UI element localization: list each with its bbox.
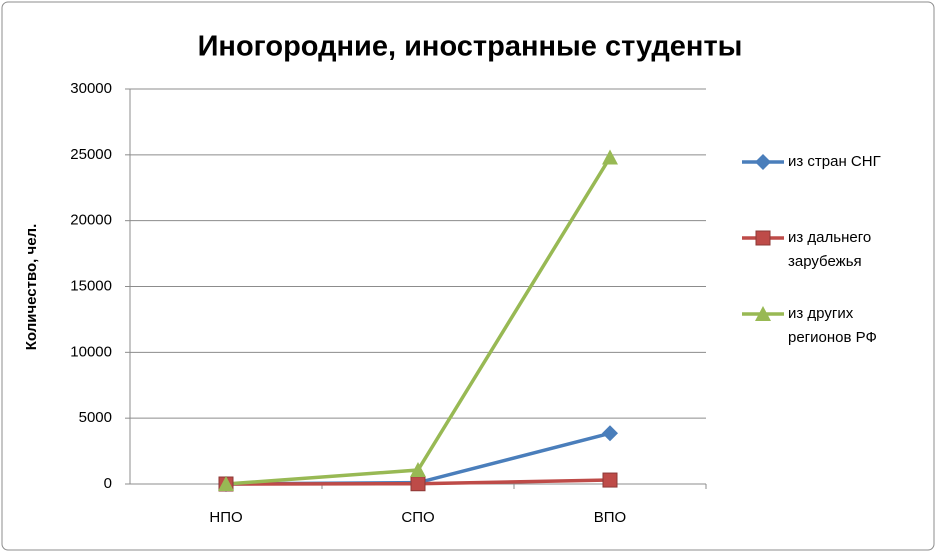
marker [218,476,234,491]
marker [755,230,771,246]
marker [755,306,771,321]
y-tick-label: 5000 [79,409,112,426]
legend-label: из других регионов РФ [788,305,877,346]
y-tick-label: 25000 [70,146,112,163]
x-tick-label: СПО [401,509,434,526]
marker [410,462,426,478]
x-tick-label: ВПО [594,509,626,526]
marker [602,472,618,488]
x-tick-label: НПО [209,509,242,526]
marker [602,425,618,442]
y-tick-label: 0 [104,475,112,492]
legend-key [742,230,784,246]
legend-key [742,154,784,170]
y-tick-label: 10000 [70,343,112,360]
marker [602,149,618,165]
legend: из стран СНГ из дальнего зарубежья из друг… [740,150,930,378]
legend-label: из дальнего зарубежья [788,229,872,270]
legend-item: из стран СНГ [740,150,930,226]
chart-title: Иногородние, иностранные студенты [198,31,743,63]
y-tick-label: 30000 [70,80,112,97]
y-axis-label: Количество, чел. [23,224,40,351]
legend-item: из других регионов РФ [740,302,930,378]
y-tick-label: 15000 [70,277,112,294]
legend-label: из стран СНГ [788,153,881,170]
legend-key [742,306,784,321]
marker [755,154,771,170]
marker [410,476,426,492]
y-tick-label: 20000 [70,212,112,229]
legend-item: из дальнего зарубежья [740,226,930,302]
